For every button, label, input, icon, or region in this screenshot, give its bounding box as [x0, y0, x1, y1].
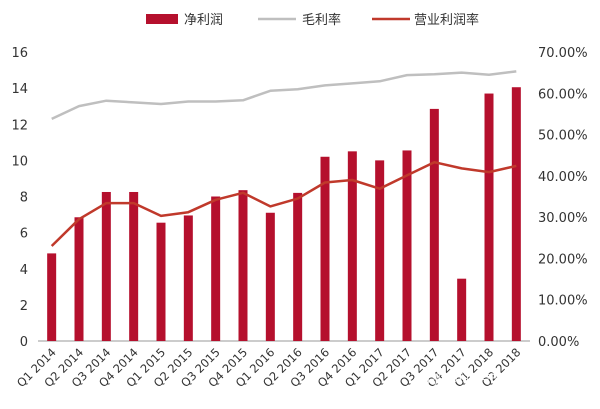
right-axis-tick-label: 50.00% — [538, 129, 588, 144]
legend-label: 净利润 — [184, 13, 223, 28]
left-axis-tick-label: 0 — [20, 335, 28, 350]
right-axis-tick-label: 0.00% — [538, 335, 579, 350]
bar — [429, 108, 439, 341]
right-axis-tick-label: 30.00% — [538, 211, 588, 226]
bar — [238, 190, 248, 341]
bar — [265, 212, 275, 341]
bar — [320, 156, 330, 341]
legend-label: 营业利润率 — [414, 12, 479, 28]
watermark-text: 知乎 @科技-产业研究 — [418, 371, 534, 386]
bar — [47, 253, 57, 341]
left-axis-tick-label: 6 — [20, 227, 28, 242]
bar — [293, 192, 303, 341]
legend-swatch-bar — [146, 14, 178, 24]
bar — [183, 215, 193, 341]
right-axis-tick-label: 20.00% — [538, 252, 588, 267]
bar — [101, 191, 111, 341]
bar — [347, 151, 357, 341]
axes: 0 2 4 6 8 10 12 14 16 0.00% 10.00% 20.00% 30.00% 40.0… — [11, 46, 587, 350]
bar — [375, 160, 385, 341]
bar — [156, 222, 166, 341]
bar — [511, 87, 521, 341]
line-gross-margin — [51, 70, 517, 121]
right-axis-tick-label: 40.00% — [538, 170, 588, 185]
line-series — [50, 70, 517, 247]
left-axis-tick-label: 2 — [20, 299, 28, 314]
left-axis-tick-label: 12 — [11, 118, 28, 133]
bar — [74, 217, 84, 341]
bar — [129, 191, 139, 341]
right-axis-tick-label: 10.00% — [538, 294, 588, 309]
left-axis-tick-label: 16 — [11, 46, 28, 61]
left-axis-tick-label: 8 — [20, 191, 28, 206]
line-operating-margin — [50, 160, 517, 247]
bar — [457, 278, 467, 341]
left-axis-tick-label: 4 — [20, 263, 28, 278]
legend: 净利润 毛利率 营业利润率 — [146, 12, 479, 28]
right-axis-tick-label: 60.00% — [538, 87, 588, 102]
legend-label: 毛利率 — [302, 12, 341, 28]
bar-series — [47, 87, 521, 341]
bar — [211, 196, 221, 341]
right-axis-tick-label: 70.00% — [538, 46, 588, 61]
bar — [484, 93, 494, 341]
left-axis-tick-label: 14 — [11, 82, 28, 97]
left-axis-tick-label: 10 — [11, 154, 28, 169]
bar — [402, 150, 412, 341]
